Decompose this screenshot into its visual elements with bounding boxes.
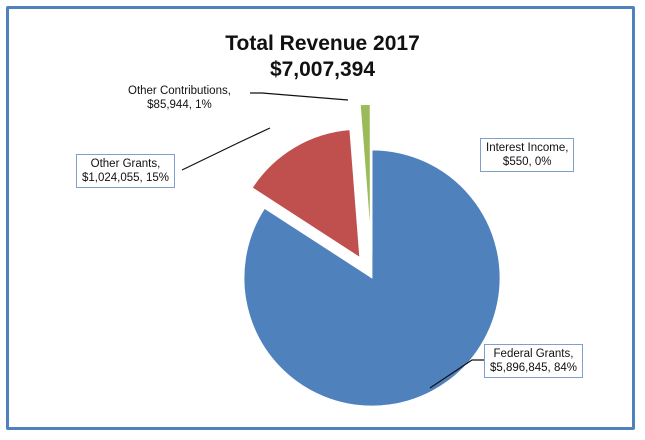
leader-line-federal-grants (429, 359, 486, 389)
label-other-grants: Other Grants, $1,024,055, 15% (76, 154, 175, 188)
label-interest-income: Interest Income, $550, 0% (480, 138, 575, 172)
label-federal-grants-name: Federal Grants, (493, 348, 574, 360)
label-federal-grants: Federal Grants, $5,896,845, 84% (484, 344, 583, 378)
label-interest-income-name: Interest Income, (486, 142, 569, 154)
label-other-contributions: Other Contributions, $85,944, 1% (128, 84, 231, 112)
label-other-contributions-name: Other Contributions, (128, 85, 231, 97)
pie-slice-other-grants (251, 129, 361, 259)
label-other-grants-name: Other Grants, (90, 158, 161, 170)
label-interest-income-value: $550, 0% (502, 156, 552, 168)
label-other-contributions-value: $85,944, 1% (147, 99, 212, 111)
label-other-grants-value: $1,024,055, 15% (82, 172, 169, 184)
chart-subtitle: $7,007,394 (269, 58, 376, 81)
pie-slice-other-contributions (359, 104, 371, 233)
label-federal-grants-value: $5,896,845, 84% (490, 362, 577, 374)
chart-title: Total Revenue 2017 (225, 32, 420, 55)
leader-line-other-contributions (250, 92, 349, 101)
leader-line-other-grants (181, 127, 271, 171)
pie-slice-federal-grants (243, 149, 501, 407)
